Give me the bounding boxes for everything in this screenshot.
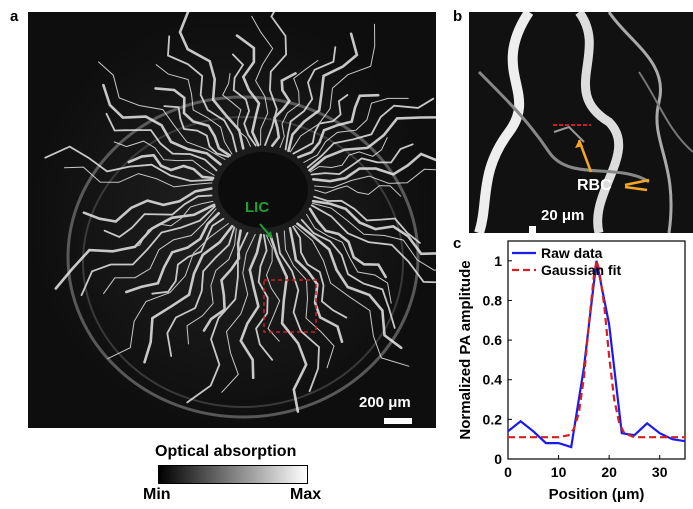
scale-label-b: 20 μm [541,207,585,224]
legend-label-2: Gaussian fit [541,262,621,278]
x-axis-label: Position (μm) [549,486,645,503]
colorbar-min-label: Min [143,486,171,503]
x-tick-label: 20 [601,464,617,480]
x-tick-label: 30 [652,464,668,480]
panel-b-letter: b [453,8,463,25]
x-tick-label: 0 [504,464,512,480]
y-axis-label: Normalized PA amplitude [457,260,474,439]
series-line-1 [507,260,686,449]
colorbar-title: Optical absorption [155,443,297,460]
y-tick-label: 1 [494,253,502,269]
y-tick-label: 0.6 [483,332,503,348]
y-tick-label: 0.8 [483,292,503,308]
rbc-label: RBC [577,177,612,194]
series-line-2 [508,260,685,439]
scale-bar-b [529,226,536,233]
scale-label-a: 200 μm [359,394,411,411]
panel-b-image: RBC 20 μm [469,12,693,233]
scale-bar-a [384,418,412,424]
legend-label-1: Raw data [541,245,603,261]
panel-a-letter: a [10,8,19,25]
capillary-image [469,12,693,233]
y-tick-label: 0.2 [483,411,503,427]
roi-box [263,279,317,333]
x-tick-label: 10 [551,464,567,480]
panel-a-image: LIC 200 μm [28,12,436,428]
y-tick-label: 0.4 [483,372,503,388]
panel-c-letter: c [453,235,462,252]
iris-vasculature-image [28,12,436,428]
plot-frame [507,240,686,460]
lic-label: LIC [245,199,270,216]
colorbar [158,465,308,484]
y-tick-label: 0 [494,451,502,467]
rbc-arrow-2 [624,178,650,187]
colorbar-max-label: Max [290,486,322,503]
